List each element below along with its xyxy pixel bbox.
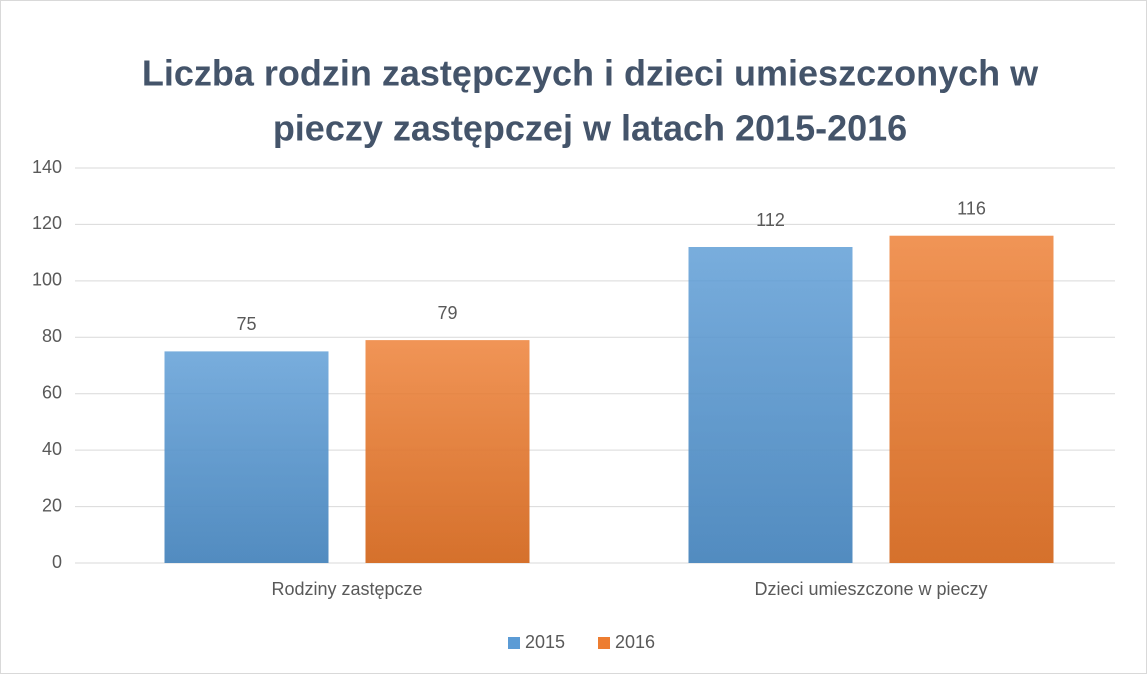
legend-label: 2016 <box>615 632 655 652</box>
y-tick-label: 100 <box>32 270 62 290</box>
chart-title: Liczba rodzin zastępczych i dzieci umies… <box>142 53 1039 94</box>
legend-label: 2015 <box>525 632 565 652</box>
bar <box>688 247 853 563</box>
y-tick-label: 120 <box>32 213 62 233</box>
y-tick-label: 80 <box>42 326 62 346</box>
bar <box>164 351 329 563</box>
y-tick-label: 140 <box>32 157 62 177</box>
legend-swatch <box>598 637 610 649</box>
x-tick-label: Rodziny zastępcze <box>271 579 422 599</box>
data-label: 112 <box>756 210 785 230</box>
data-label: 79 <box>437 303 457 323</box>
y-tick-label: 40 <box>42 439 62 459</box>
data-label: 116 <box>957 198 986 218</box>
x-tick-label: Dzieci umieszczone w pieczy <box>754 579 987 599</box>
y-tick-label: 60 <box>42 382 62 402</box>
bar <box>365 340 530 563</box>
y-tick-label: 0 <box>52 552 62 572</box>
legend-swatch <box>508 637 520 649</box>
chart-title: pieczy zastępczej w latach 2015-2016 <box>273 108 907 149</box>
data-label: 75 <box>236 314 256 334</box>
bar <box>889 235 1054 563</box>
y-tick-label: 20 <box>42 495 62 515</box>
